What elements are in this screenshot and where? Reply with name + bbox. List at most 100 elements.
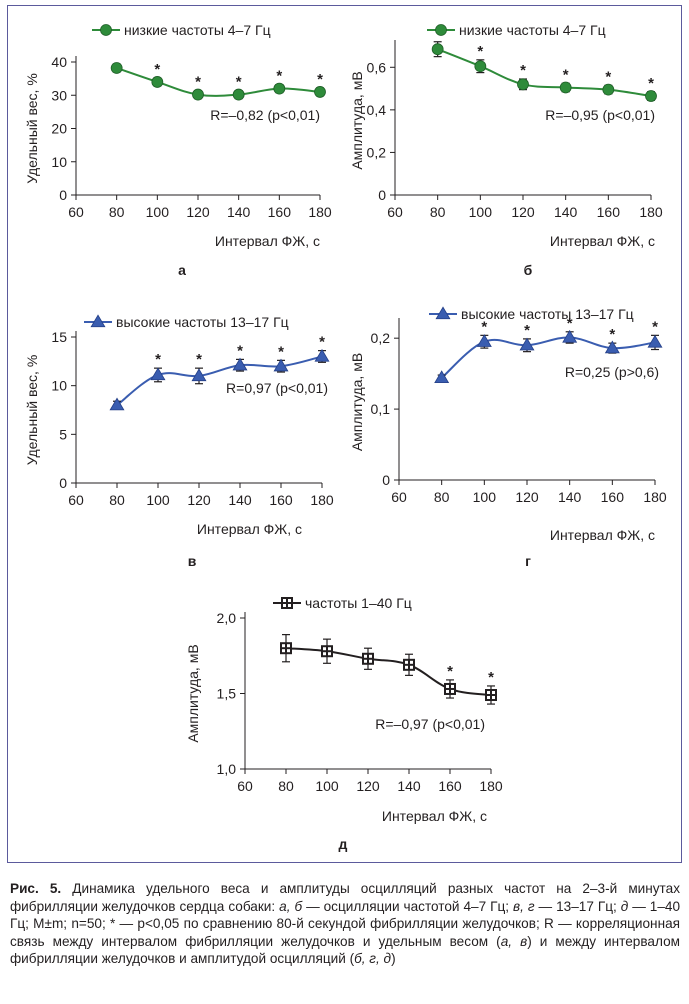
caption-text-2: — осцилляции частотой 4–7 Гц; [302, 898, 514, 914]
series-line [285, 647, 492, 697]
x-tick-label: 60 [68, 492, 84, 508]
x-tick-label: 120 [186, 204, 210, 220]
y-tick-label: 2,0 [217, 610, 237, 626]
correlation-text: R=–0,97 (p<0,01) [375, 716, 485, 732]
x-tick-label: 100 [146, 492, 170, 508]
point-marker [273, 82, 286, 95]
y-axis-label: Амплитуда, мВ [349, 353, 365, 451]
y-tick-label: 0 [378, 187, 386, 203]
caption-text-1: Динамика удельного веса и амплитуды осци… [10, 881, 680, 914]
y-tick-label: 40 [51, 54, 67, 70]
y-tick-label: 10 [51, 154, 67, 170]
point-marker [431, 43, 444, 56]
significance-star: * [195, 74, 201, 91]
x-tick-label: 180 [310, 492, 334, 508]
x-tick-label: 160 [268, 204, 292, 220]
x-tick-label: 140 [227, 204, 251, 220]
y-axis-label: Удельный вес, % [24, 355, 40, 466]
caption-ref-a-b: а, б [279, 898, 303, 914]
x-tick-label: 60 [237, 778, 253, 794]
x-tick-label: 140 [554, 204, 578, 220]
significance-star: * [652, 318, 658, 335]
x-tick-label: 160 [269, 492, 293, 508]
y-tick-label: 0,2 [371, 330, 391, 346]
panel-letter: г [525, 553, 531, 569]
x-tick-label: 140 [397, 778, 421, 794]
y-tick-label: 20 [51, 121, 67, 137]
caption-ref-v-g: в, г [513, 898, 535, 914]
legend-label: высокие частоты 13–17 Гц [116, 314, 289, 330]
significance-star: * [278, 343, 284, 360]
significance-star: * [648, 75, 654, 92]
correlation-text: R=0,25 (p>0,6) [565, 364, 659, 380]
panel-letter: а [178, 262, 186, 278]
significance-star: * [567, 315, 573, 332]
y-tick-label: 0 [382, 472, 390, 488]
y-tick-label: 0,4 [367, 102, 387, 118]
significance-star: * [237, 342, 243, 359]
point-marker [562, 329, 578, 343]
point-marker [559, 81, 572, 94]
caption-text-3: — 13–17 Гц; [534, 898, 621, 914]
point-marker [100, 24, 112, 36]
caption-ref-d: д [620, 898, 629, 914]
x-axis-label: Интервал ФЖ, с [550, 527, 655, 543]
significance-star: * [317, 71, 323, 88]
x-tick-label: 160 [438, 778, 462, 794]
chart-panel-v: 60 80 100 120 140 160 180 0 5 10 15 Удельный вес, %… [24, 314, 334, 569]
x-tick-label: 120 [187, 492, 211, 508]
y-tick-label: 0 [59, 187, 67, 203]
point-marker [232, 88, 245, 101]
x-tick-label: 100 [469, 204, 493, 220]
x-tick-label: 180 [639, 204, 663, 220]
point-marker [232, 357, 248, 371]
point-marker [90, 314, 106, 328]
y-tick-label: 1,5 [217, 686, 237, 702]
x-tick-label: 80 [109, 204, 125, 220]
caption-ref-b-g-d: б, г, д [354, 951, 392, 967]
caption-text-6: ) [391, 951, 396, 967]
x-axis-label: Интервал ФЖ, с [215, 233, 320, 249]
significance-star: * [276, 68, 282, 85]
point-marker [191, 368, 207, 382]
panel-letter: д [339, 836, 348, 852]
point-marker [604, 340, 620, 354]
significance-star: * [605, 68, 611, 85]
x-tick-label: 180 [479, 778, 503, 794]
x-tick-label: 160 [597, 204, 621, 220]
legend-label: низкие частоты 4–7 Гц [459, 22, 606, 38]
significance-star: * [155, 351, 161, 368]
point-marker [474, 60, 487, 73]
correlation-text: R=0,97 (p<0,01) [226, 380, 328, 396]
significance-star: * [488, 669, 494, 686]
x-tick-label: 120 [511, 204, 535, 220]
significance-star: * [520, 62, 526, 79]
point-marker [151, 76, 164, 88]
point-marker [314, 348, 330, 362]
x-axis-label: Интервал ФЖ, с [550, 233, 655, 249]
x-tick-label: 120 [515, 489, 539, 505]
significance-star: * [447, 663, 453, 680]
caption-text-5: ) и между интервалом фибрилляции желудоч… [10, 933, 680, 967]
y-tick-label: 0,6 [367, 59, 387, 75]
point-marker [314, 86, 326, 98]
significance-star: * [236, 74, 242, 91]
significance-star: * [524, 322, 530, 339]
y-axis-label: Удельный вес, % [24, 73, 40, 184]
x-tick-label: 80 [109, 492, 125, 508]
significance-star: * [563, 66, 569, 83]
x-tick-label: 180 [643, 489, 667, 505]
point-marker [192, 88, 204, 101]
point-marker [110, 62, 123, 74]
x-tick-label: 140 [558, 489, 582, 505]
point-marker [517, 78, 529, 91]
x-tick-label: 120 [356, 778, 380, 794]
figure-caption: Рис. 5. Динамика удельного веса и амплит… [10, 880, 680, 968]
chart-panel-b: 60 80 100 120 140 160 180 0 0,2 0,4 0,6Амплитуда, … [349, 22, 663, 278]
caption-ref-a-v: а, в [500, 933, 528, 949]
legend-label: низкие частоты 4–7 Гц [124, 22, 271, 38]
panel-letter: б [524, 262, 533, 278]
x-tick-label: 100 [315, 778, 339, 794]
point-marker [647, 334, 663, 348]
x-tick-label: 60 [68, 204, 84, 220]
